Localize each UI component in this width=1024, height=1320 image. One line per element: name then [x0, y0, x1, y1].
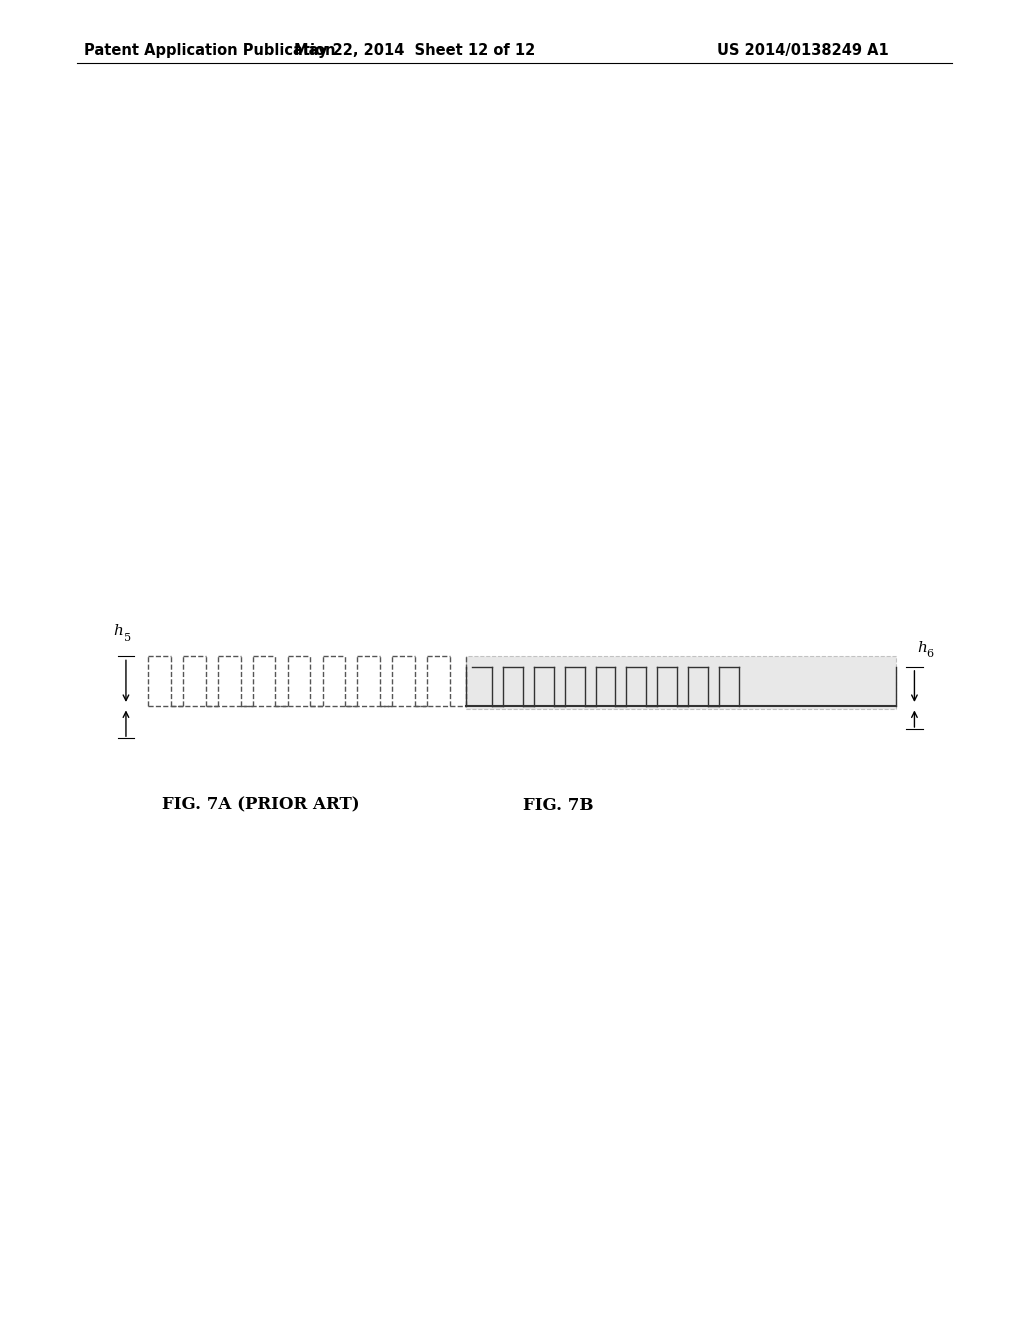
Text: US 2014/0138249 A1: US 2014/0138249 A1	[717, 44, 889, 58]
Text: 5: 5	[124, 632, 131, 643]
Bar	[466, 656, 896, 709]
Text: FIG. 7B: FIG. 7B	[523, 797, 593, 813]
Text: May 22, 2014  Sheet 12 of 12: May 22, 2014 Sheet 12 of 12	[294, 44, 536, 58]
Text: FIG. 7A (PRIOR ART): FIG. 7A (PRIOR ART)	[163, 797, 359, 813]
Text: 6: 6	[927, 648, 934, 659]
Text: h: h	[918, 640, 928, 655]
Text: Patent Application Publication: Patent Application Publication	[84, 44, 336, 58]
Text: h: h	[113, 623, 123, 638]
